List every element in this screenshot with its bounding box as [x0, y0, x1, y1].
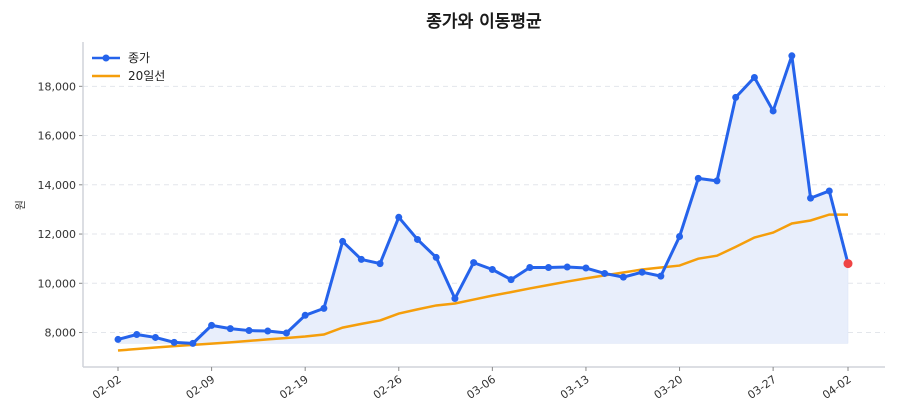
close-point — [320, 304, 328, 312]
y-axis-label: 원 — [14, 200, 27, 210]
close-point — [807, 194, 815, 202]
close-point — [395, 213, 403, 221]
close-point — [526, 264, 534, 272]
x-tick-label: 02-26 — [371, 373, 405, 402]
close-point — [694, 174, 702, 182]
close-point — [413, 235, 421, 243]
close-point — [601, 269, 609, 277]
close-point — [788, 52, 796, 60]
close-point — [432, 253, 440, 261]
close-point — [582, 264, 590, 272]
close-point — [264, 327, 272, 335]
close-point — [357, 255, 365, 263]
close-point — [170, 338, 178, 346]
x-tick-label: 02-09 — [184, 373, 218, 402]
close-point — [133, 331, 141, 338]
close-point — [226, 325, 234, 333]
close-point — [619, 273, 627, 281]
x-tick-label: 03-06 — [464, 373, 498, 402]
close-point — [245, 327, 253, 335]
x-tick-label: 03-13 — [558, 373, 592, 402]
ma20-line — [117, 213, 848, 352]
close-point — [451, 295, 459, 303]
legend-label-close: 종가 — [128, 51, 150, 65]
series-lines — [114, 52, 853, 352]
chart-title: 종가와 이동평균 — [426, 12, 542, 32]
close-point — [282, 329, 290, 337]
close-point — [376, 260, 384, 268]
x-tick-label: 04-02 — [820, 373, 854, 402]
y-tick-label: 18,000 — [38, 80, 77, 93]
close-point — [676, 233, 684, 241]
y-tick-label: 12,000 — [38, 228, 77, 241]
close-point — [769, 107, 777, 115]
close-point — [114, 335, 122, 343]
y-tick-label: 8,000 — [45, 327, 77, 340]
close-point — [732, 93, 740, 101]
x-tick-label: 02-19 — [277, 373, 311, 402]
legend: 종가 20일선 — [92, 51, 165, 83]
x-tick-label: 03-27 — [745, 373, 779, 402]
close-point — [189, 339, 197, 347]
y-tick-label: 16,000 — [38, 130, 77, 143]
legend-label-ma20: 20일선 — [128, 69, 165, 83]
close-point — [563, 263, 571, 271]
close-point — [301, 311, 309, 319]
close-point — [825, 187, 833, 195]
y-tick-label: 14,000 — [38, 179, 77, 192]
close-point — [545, 264, 553, 272]
close-price-line — [117, 54, 850, 345]
close-point — [208, 321, 216, 329]
legend-marker-close — [102, 54, 110, 62]
x-tick-label: 02-02 — [90, 373, 124, 402]
x-tick-label: 03-20 — [652, 373, 686, 402]
close-point — [339, 237, 347, 245]
close-point — [638, 268, 646, 276]
y-tick-label: 10,000 — [38, 277, 77, 290]
close-point — [470, 259, 478, 267]
close-point — [507, 276, 515, 284]
last-close-point — [843, 259, 853, 269]
close-point — [657, 272, 665, 280]
close-point — [488, 266, 496, 273]
close-point — [151, 333, 159, 341]
close-point — [713, 177, 721, 185]
close-point — [750, 73, 758, 81]
